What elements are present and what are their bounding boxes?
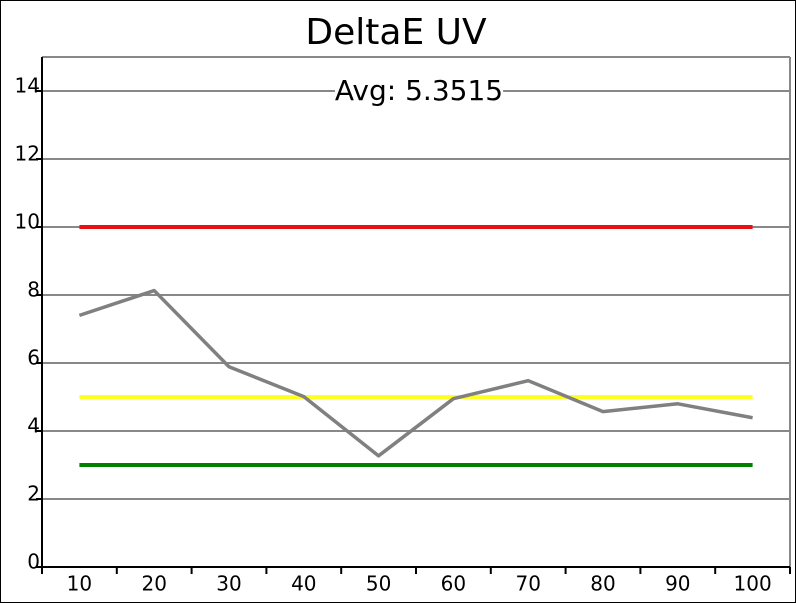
x-tick-label: 100 [734, 572, 772, 596]
y-tick-label: 2 [27, 482, 40, 506]
x-tick-label: 70 [515, 572, 540, 596]
y-tick-label: 0 [27, 550, 40, 574]
chart-title: DeltaE UV [305, 12, 487, 53]
x-tick-label: 60 [441, 572, 466, 596]
x-tick-label: 90 [665, 572, 690, 596]
x-tick-label: 80 [590, 572, 615, 596]
y-tick-label: 4 [27, 414, 40, 438]
y-tick-label: 10 [15, 210, 40, 234]
y-tick-label: 12 [15, 142, 40, 166]
x-tick-label: 40 [291, 572, 316, 596]
annotation: Avg: 5.3515 [335, 74, 503, 107]
x-tick-label: 10 [67, 572, 92, 596]
x-tick-label: 50 [366, 572, 391, 596]
annotation-background [334, 74, 504, 107]
series-line [78, 288, 753, 458]
y-tick-label: 6 [27, 346, 40, 370]
x-tick-label: 30 [216, 572, 241, 596]
y-tick-label: 8 [27, 278, 40, 302]
y-tick-label: 14 [15, 74, 40, 98]
x-tick-label: 20 [141, 572, 166, 596]
